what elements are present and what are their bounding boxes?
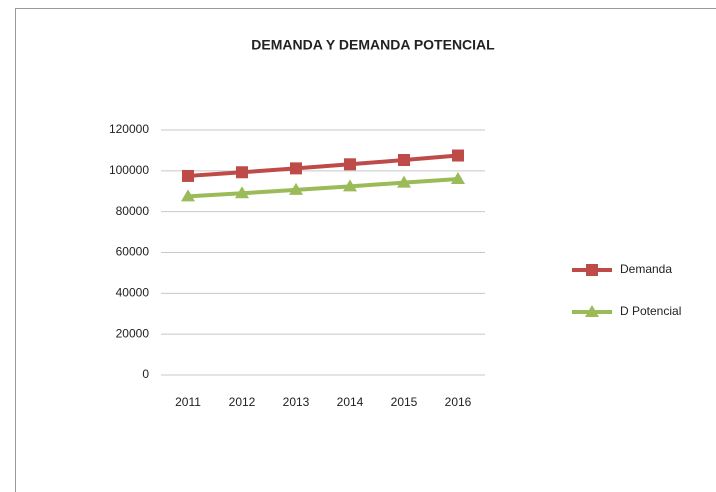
x-tick-label: 2012 <box>229 395 256 409</box>
data-point <box>236 166 248 179</box>
y-tick-label: 80000 <box>116 204 150 218</box>
series-line <box>187 177 459 199</box>
y-tick-label: 60000 <box>116 245 150 259</box>
y-tick-label: 100000 <box>109 163 149 177</box>
data-point <box>182 169 194 182</box>
x-tick-label: 2014 <box>337 395 364 409</box>
data-point <box>451 172 465 184</box>
legend-label: D Potencial <box>620 304 681 318</box>
data-point <box>452 149 464 162</box>
data-point <box>397 175 411 188</box>
x-tick-label: 2015 <box>391 395 418 409</box>
y-tick-label: 40000 <box>116 286 150 300</box>
x-tick-label: 2013 <box>283 395 310 409</box>
series-line <box>187 153 459 178</box>
chart-title: DEMANDA Y DEMANDA POTENCIAL <box>251 37 495 53</box>
data-point <box>235 186 249 199</box>
data-point <box>290 162 302 175</box>
data-point <box>289 182 303 195</box>
data-point <box>343 179 357 192</box>
data-point <box>344 158 356 171</box>
y-tick-label: 20000 <box>116 326 150 340</box>
legend-label: Demanda <box>620 262 672 276</box>
data-point <box>181 189 195 202</box>
y-tick-label: 0 <box>142 367 149 381</box>
y-tick-label: 120000 <box>109 122 149 136</box>
legend-marker <box>585 305 599 317</box>
data-point <box>398 154 410 167</box>
x-tick-label: 2011 <box>175 395 201 409</box>
x-tick-label: 2016 <box>445 395 472 409</box>
legend-marker <box>586 264 598 276</box>
chart-frame <box>15 8 716 492</box>
